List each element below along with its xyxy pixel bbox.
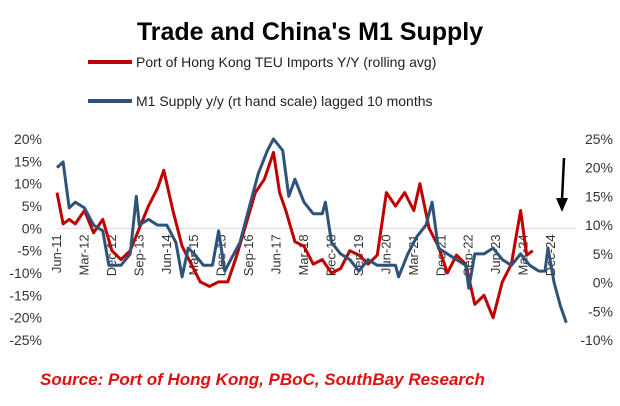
series-line-m1-supply <box>55 137 568 324</box>
left-tick-label: 20% <box>14 131 42 147</box>
x-tick-label: Jun-17 <box>269 234 284 274</box>
left-tick-label: -25% <box>9 332 42 348</box>
left-tick-label: 0% <box>22 220 42 236</box>
down-arrow-icon <box>556 157 568 212</box>
x-tick-label: Jun-14 <box>159 234 174 274</box>
legend-label: M1 Supply y/y (rt hand scale) lagged 10 … <box>136 93 433 109</box>
left-tick-label: 5% <box>22 198 42 214</box>
x-tick-label: Jun-23 <box>488 234 503 274</box>
left-tick-label: -15% <box>9 287 42 303</box>
left-tick-label: 15% <box>14 153 42 169</box>
legend-label: Port of Hong Kong TEU Imports Y/Y (rolli… <box>136 54 437 70</box>
left-tick-label: -5% <box>17 243 42 259</box>
series-line-teu-imports <box>55 150 534 320</box>
right-tick-label: 5% <box>593 246 613 262</box>
right-tick-label: 0% <box>593 275 613 291</box>
right-tick-label: 20% <box>585 160 613 176</box>
legend-item-m1: M1 Supply y/y (rt hand scale) lagged 10 … <box>88 93 433 109</box>
left-tick-label: -20% <box>9 310 42 326</box>
left-tick-label: 10% <box>14 176 42 192</box>
right-tick-label: 15% <box>585 188 613 204</box>
right-tick-label: -5% <box>588 303 613 319</box>
source-note: Source: Port of Hong Kong, PBoC, SouthBa… <box>40 370 485 389</box>
chart-title: Trade and China's M1 Supply <box>136 18 484 46</box>
right-tick-label: -10% <box>580 332 613 348</box>
x-tick-label: Sep-16 <box>241 234 256 276</box>
x-tick-label: Sep-13 <box>131 234 146 276</box>
x-tick-label: Mar-21 <box>406 234 421 275</box>
legend-swatch-red <box>88 60 132 64</box>
right-tick-label: 10% <box>585 217 613 233</box>
x-tick-label: Jun-11 <box>49 234 64 273</box>
x-tick-label: Mar-12 <box>76 234 91 275</box>
left-tick-label: -10% <box>9 265 42 281</box>
legend-swatch-blue <box>88 99 132 103</box>
right-tick-label: 25% <box>585 131 613 147</box>
legend-item-teu: Port of Hong Kong TEU Imports Y/Y (rolli… <box>88 54 436 70</box>
